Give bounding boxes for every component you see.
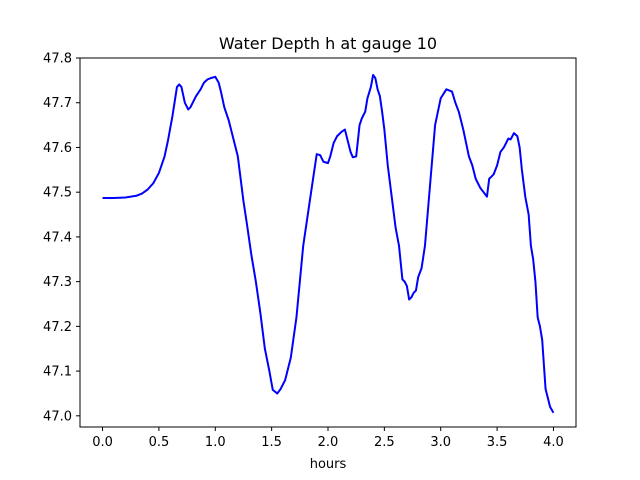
x-axis-label: hours [310,457,347,472]
y-tick-label: 47.2 [43,320,72,335]
x-tick-label: 1.0 [205,435,226,450]
y-tick-label: 47.7 [43,96,72,111]
y-tick-label: 47.1 [43,365,72,380]
y-tick-label: 47.4 [43,230,72,245]
y-tick-label: 47.6 [43,141,72,156]
y-tick-label: 47.5 [43,186,72,201]
y-axis: 47.0 47.1 47.2 47.3 47.4 47.5 47.6 47.7 47.8 [43,52,80,424]
chart-title: Water Depth h at gauge 10 [219,34,437,53]
x-axis: 0.0 0.5 1.0 1.5 2.0 2.5 3.0 3.5 4.0 [92,427,564,450]
x-tick-label: 0.5 [149,435,170,450]
x-tick-label: 3.5 [487,435,508,450]
x-tick-label: 2.0 [318,435,339,450]
x-tick-label: 1.5 [261,435,282,450]
y-tick-label: 47.3 [43,275,72,290]
y-tick-label: 47.0 [43,409,72,424]
plot-area [79,57,577,428]
x-tick-label: 3.0 [430,435,451,450]
x-tick-label: 0.0 [92,435,113,450]
series-line [102,74,555,414]
y-tick-label: 47.8 [43,52,72,67]
x-tick-label: 4.0 [543,435,564,450]
x-tick-label: 2.5 [374,435,395,450]
